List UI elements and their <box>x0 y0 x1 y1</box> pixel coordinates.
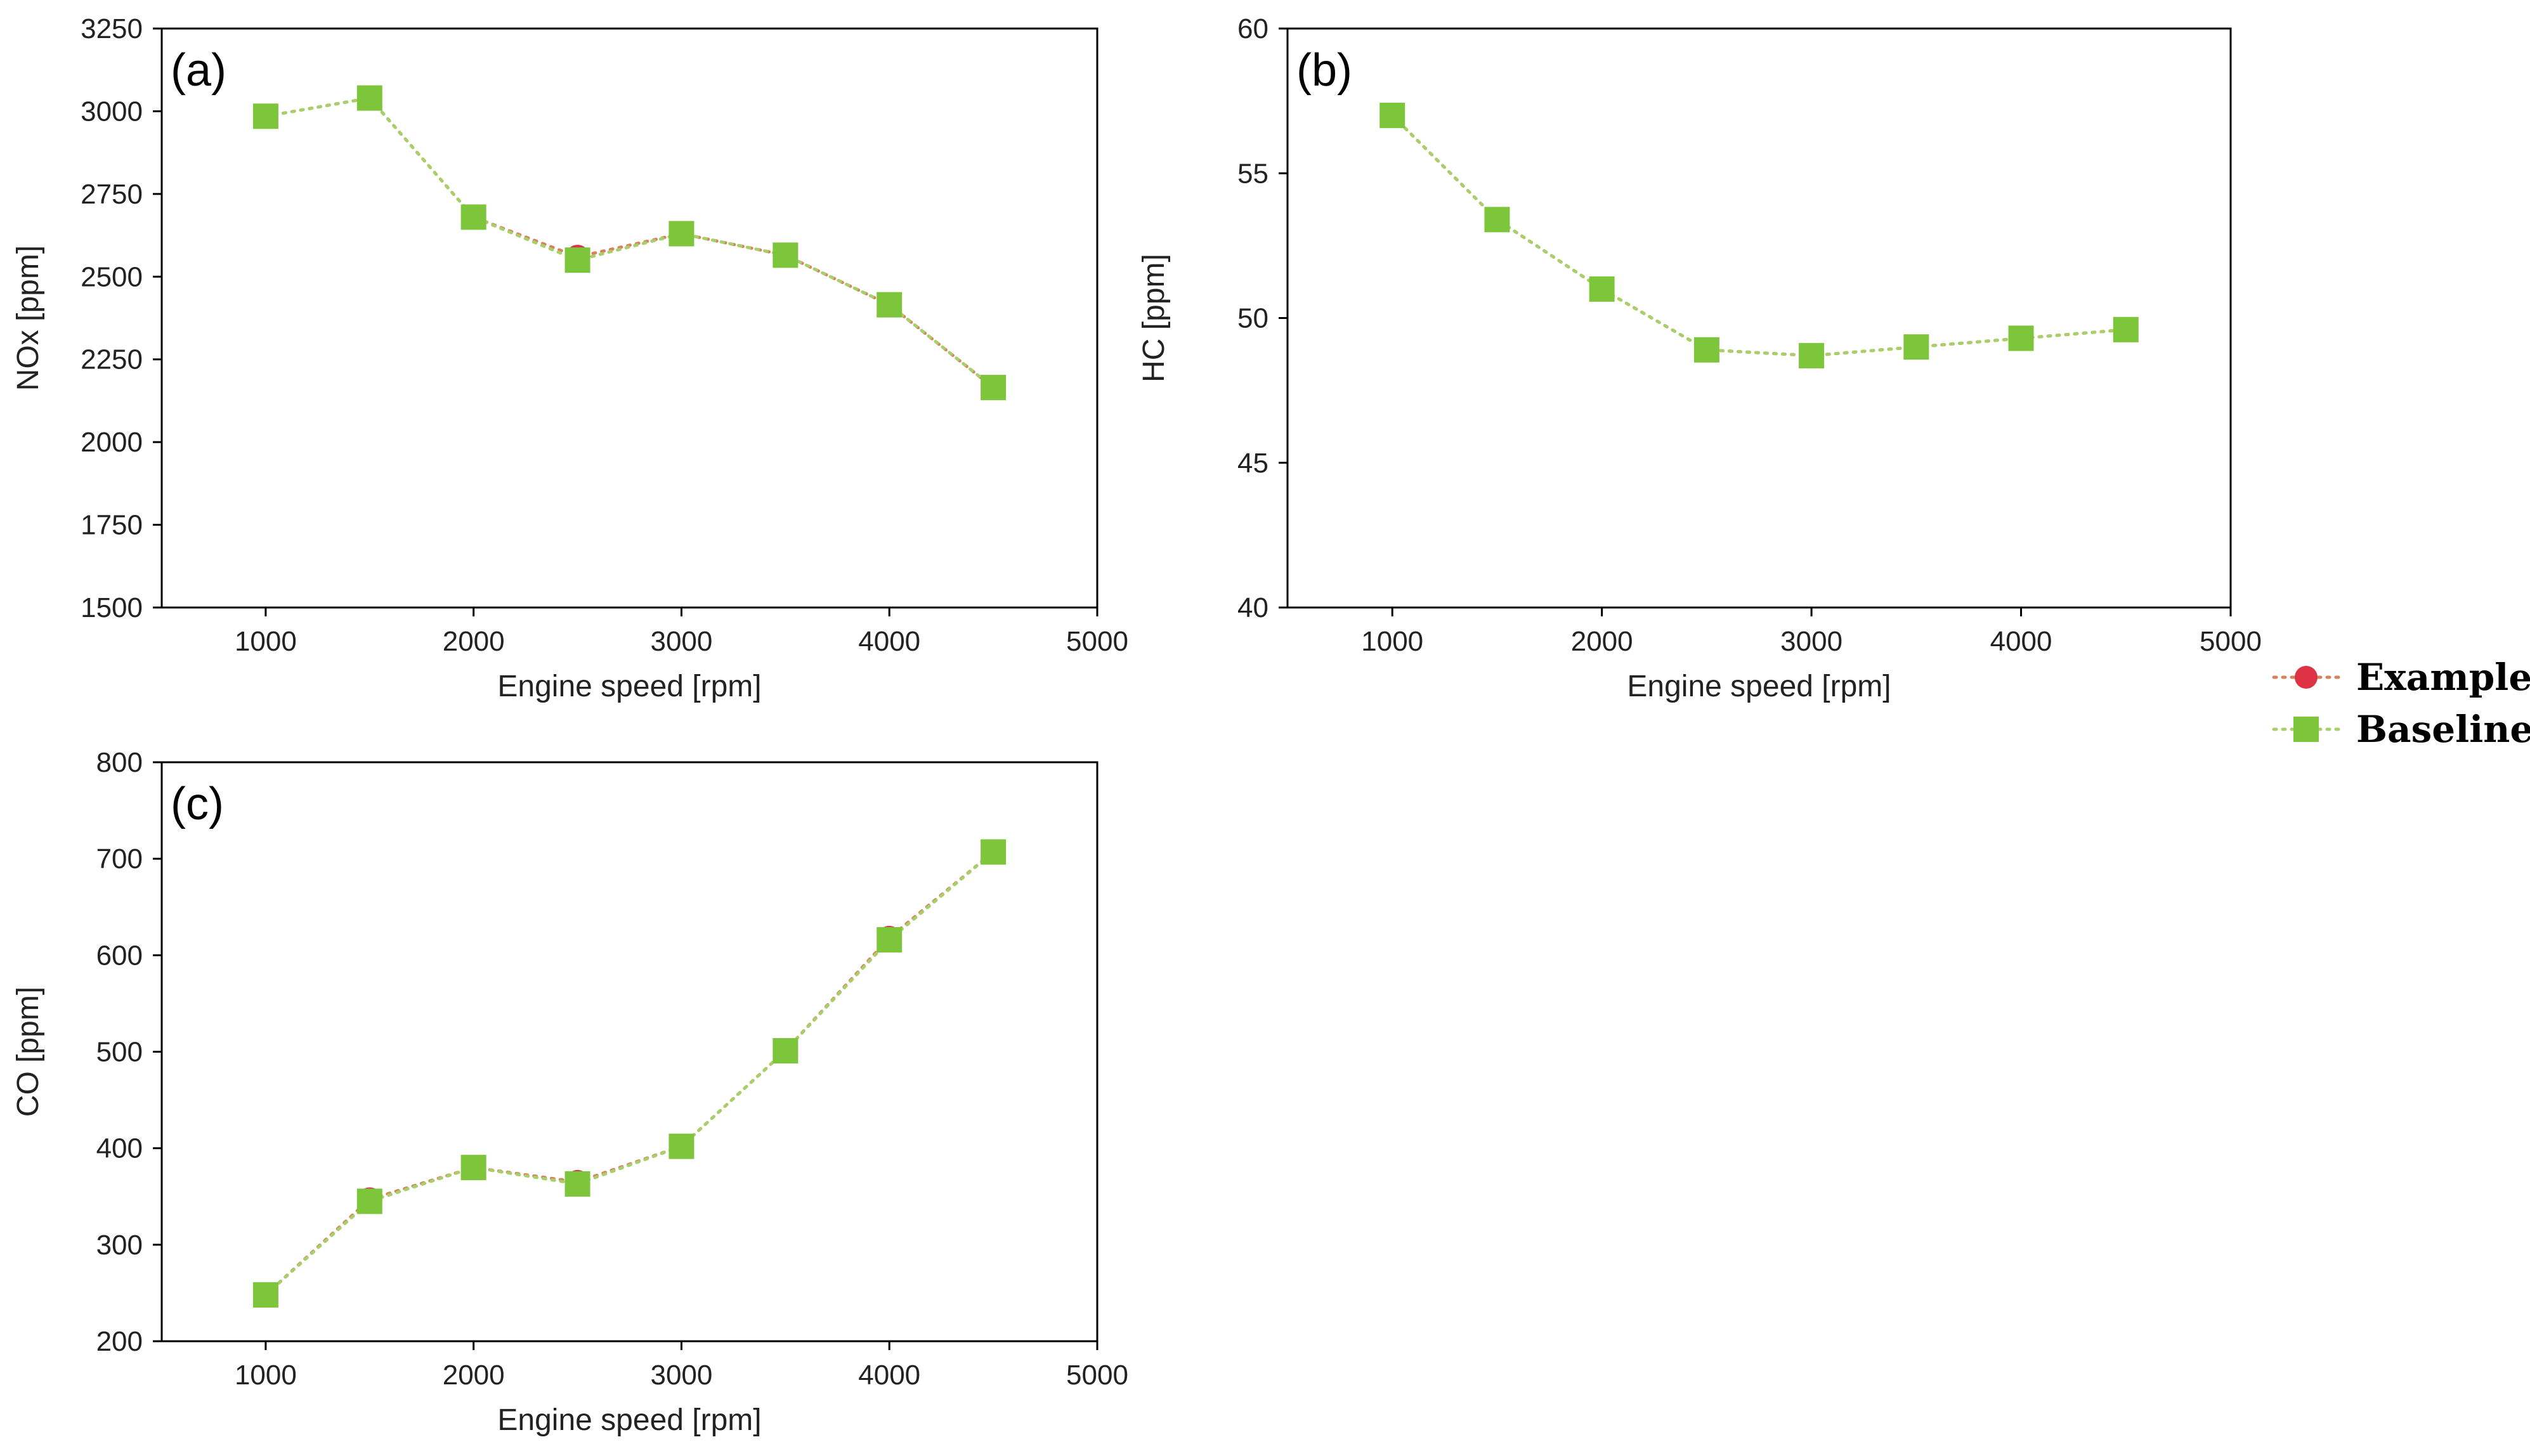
hc-example-line <box>1390 114 2128 358</box>
hc-baseline-point <box>1589 276 1615 302</box>
hc-panel-label: (b) <box>1296 45 1352 96</box>
hc-baseline-point <box>2008 325 2034 351</box>
nox-y-tick-label: 2500 <box>81 261 143 292</box>
co-x-tick-label: 3000 <box>650 1360 712 1391</box>
co-y-tick-label: 700 <box>96 843 143 874</box>
hc-y-tick-label: 55 <box>1237 158 1268 189</box>
nox-y-tick-label: 3000 <box>81 96 143 127</box>
nox-y-tick-label: 3250 <box>81 13 143 44</box>
hc-baseline-point <box>1903 334 1929 360</box>
hc-x-tick-label: 4000 <box>1990 626 2052 657</box>
co-y-tick-label: 800 <box>96 747 143 778</box>
co-y-axis-label: CO [ppm] <box>11 987 45 1117</box>
hc-baseline-point <box>1379 102 1405 128</box>
hc-y-tick-label: 60 <box>1237 13 1268 44</box>
chart-nox: 1500 1750 2000 2250 2500 2750 3000 3250 1000 2000… <box>11 13 1128 703</box>
nox-baseline-line <box>264 96 995 389</box>
chart-panels: 1500 1750 2000 2250 2500 2750 3000 3250 1000 2000… <box>11 13 2262 1437</box>
nox-panel-label: (a) <box>171 45 226 96</box>
hc-baseline-line <box>1390 114 2128 358</box>
hc-x-tick-label: 5000 <box>2200 626 2262 657</box>
co-baseline-point <box>252 1282 278 1308</box>
legend-example-marker <box>2295 666 2318 689</box>
co-y-tick-label: 400 <box>96 1133 143 1164</box>
co-x-tick-label: 4000 <box>858 1360 920 1391</box>
legend-entry-example: Example <box>2272 656 2530 699</box>
co-baseline-point <box>981 839 1007 865</box>
nox-x-tick-label: 2000 <box>443 626 505 657</box>
nox-baseline-point <box>773 242 799 268</box>
nox-example-line <box>264 96 995 389</box>
co-x-tick-label: 2000 <box>443 1360 505 1391</box>
legend-entry-baseline: Baseline <box>2272 708 2530 751</box>
co-baseline-point <box>564 1171 590 1197</box>
legend-baseline-label: Baseline <box>2356 708 2530 751</box>
co-baseline-point <box>356 1188 382 1214</box>
co-x-tick-label: 5000 <box>1066 1360 1128 1391</box>
co-x-axis-label: Engine speed [rpm] <box>497 1403 761 1437</box>
co-baseline-point <box>773 1037 799 1063</box>
legend-baseline-marker <box>2293 717 2319 742</box>
nox-baseline-point <box>252 103 278 129</box>
co-example-line <box>264 850 995 1297</box>
hc-y-tick-label: 45 <box>1237 448 1268 479</box>
co-baseline-line <box>264 850 995 1297</box>
co-x-tick-label: 1000 <box>235 1360 297 1391</box>
chart-co: 200 300 400 500 600 700 800 1000 2000 3000 4000 500… <box>11 747 1128 1437</box>
hc-y-tick-label: 40 <box>1237 592 1268 623</box>
hc-x-axis-label: Engine speed [rpm] <box>1627 670 1891 703</box>
hc-plot-frame <box>1286 27 2232 609</box>
co-y-tick-label: 600 <box>96 940 143 971</box>
co-baseline-point <box>460 1155 486 1181</box>
hc-y-tick-label: 50 <box>1237 303 1268 334</box>
nox-baseline-point <box>877 292 903 318</box>
legend-example-label: Example <box>2356 656 2530 699</box>
nox-baseline-point <box>460 204 486 230</box>
nox-y-tick-label: 1750 <box>81 510 143 541</box>
hc-x-tick-label: 2000 <box>1571 626 1633 657</box>
nox-baseline-point <box>564 247 590 273</box>
nox-y-tick-label: 2000 <box>81 427 143 458</box>
nox-x-axis-label: Engine speed [rpm] <box>497 670 761 703</box>
nox-y-tick-label: 2750 <box>81 179 143 210</box>
hc-baseline-point <box>1693 337 1719 363</box>
hc-y-axis-label: HC [ppm] <box>1137 254 1171 382</box>
nox-baseline-point <box>668 221 694 247</box>
co-baseline-point <box>668 1133 694 1159</box>
hc-baseline-point <box>1799 342 1825 368</box>
co-plot-frame <box>160 761 1099 1342</box>
hc-baseline-point <box>2113 316 2139 342</box>
hc-x-tick-label: 1000 <box>1361 626 1423 657</box>
hc-baseline-point <box>1484 207 1510 233</box>
co-y-tick-label: 200 <box>96 1326 143 1357</box>
nox-y-axis-label: NOx [ppm] <box>11 245 45 391</box>
nox-baseline-point <box>981 375 1007 401</box>
co-baseline-point <box>877 926 903 952</box>
co-y-tick-label: 500 <box>96 1037 143 1068</box>
legend: Example Baseline <box>2272 656 2530 751</box>
hc-x-tick-label: 3000 <box>1780 626 1842 657</box>
nox-x-tick-label: 5000 <box>1066 626 1128 657</box>
nox-x-tick-label: 1000 <box>235 626 297 657</box>
nox-y-tick-label: 1500 <box>81 592 143 623</box>
nox-baseline-point <box>356 85 382 111</box>
co-panel-label: (c) <box>171 779 224 829</box>
nox-x-tick-label: 3000 <box>650 626 712 657</box>
nox-y-tick-label: 2250 <box>81 344 143 375</box>
co-y-tick-label: 300 <box>96 1230 143 1261</box>
chart-hc: 40 45 50 55 60 1000 2000 3000 4000 5000 Engine spe… <box>1137 13 2262 703</box>
nox-plot-frame <box>160 27 1099 609</box>
nox-x-tick-label: 4000 <box>858 626 920 657</box>
